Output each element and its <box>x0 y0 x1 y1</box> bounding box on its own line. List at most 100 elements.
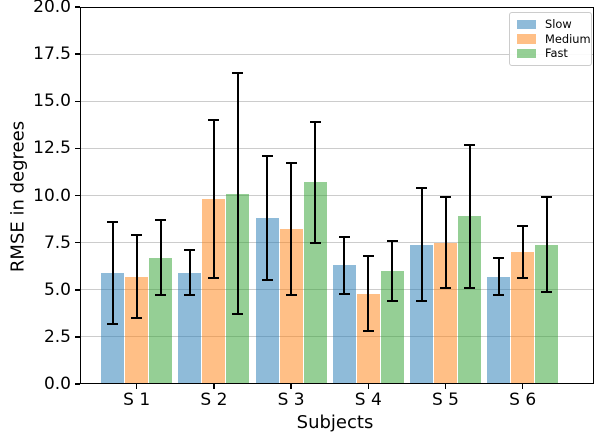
y-tickmark <box>75 383 80 385</box>
y-tickmark <box>75 100 80 102</box>
errorbar-medium-s-6-cap <box>517 277 529 280</box>
legend-item-fast: Fast <box>510 46 591 61</box>
x-tickmark <box>213 384 215 389</box>
errorbar-slow-s-6-cap <box>493 294 505 297</box>
y-tick-label: 0.0 <box>43 374 71 394</box>
x-tickmark <box>444 384 447 389</box>
errorbar-slow-s-4 <box>343 236 346 294</box>
y-tickmark <box>75 194 80 197</box>
errorbar-medium-s-4 <box>367 255 370 332</box>
gridline <box>80 147 594 149</box>
errorbar-fast-s-2-cap <box>232 71 244 74</box>
errorbar-slow-s-4-cap <box>338 235 350 238</box>
errorbar-fast-s-2 <box>236 72 239 315</box>
errorbar-medium-s-1-cap <box>131 234 143 237</box>
x-tick-label: S 3 <box>277 390 305 410</box>
errorbar-fast-s-6-cap <box>541 196 553 199</box>
x-tick-label: S 4 <box>354 390 382 410</box>
x-axis-label: Subjects <box>296 412 374 433</box>
errorbar-medium-s-5-cap <box>440 196 451 199</box>
y-tickmark <box>75 53 80 55</box>
bar-slow-s-6 <box>487 276 511 384</box>
errorbar-slow-s-3 <box>266 155 269 281</box>
errorbar-slow-s-4-cap <box>338 292 350 295</box>
errorbar-slow-s-3-cap <box>261 279 273 282</box>
y-tick-label: 20.0 <box>33 0 71 17</box>
bar-slow-s-5 <box>410 244 433 384</box>
bar-medium-s-6 <box>511 252 535 384</box>
bar-medium-s-3 <box>279 229 303 384</box>
legend-item-slow: Slow <box>510 17 591 32</box>
errorbar-medium-s-6-cap <box>517 224 529 227</box>
errorbar-slow-s-2-cap <box>184 294 196 297</box>
errorbar-slow-s-1-cap <box>107 220 119 223</box>
errorbar-slow-s-5 <box>420 187 423 302</box>
errorbar-medium-s-1 <box>135 235 138 319</box>
legend-swatch-slow-icon <box>517 19 536 30</box>
y-tickmark <box>75 147 80 150</box>
bar-fast-s-1 <box>149 257 173 384</box>
errorbar-medium-s-4-cap <box>362 254 374 257</box>
bar-medium-s-2 <box>202 199 226 384</box>
errorbar-slow-s-1 <box>111 221 114 324</box>
legend-label-medium: Medium <box>545 31 591 46</box>
legend-label-slow: Slow <box>545 17 572 32</box>
bar-medium-s-1 <box>125 276 149 384</box>
errorbar-medium-s-2 <box>212 120 215 279</box>
errorbar-slow-s-2-cap <box>184 249 196 252</box>
x-tickmark <box>521 384 524 389</box>
y-tick-label: 2.5 <box>43 326 71 347</box>
legend-swatch-fast-icon <box>517 48 536 59</box>
y-tickmark <box>75 241 80 244</box>
errorbar-fast-s-1 <box>159 220 162 296</box>
errorbar-medium-s-6 <box>521 225 524 279</box>
x-tick-label: S 6 <box>509 390 537 410</box>
errorbar-fast-s-2-cap <box>232 313 244 316</box>
x-tickmark <box>367 384 370 389</box>
y-tick-label: 17.5 <box>33 44 71 65</box>
errorbar-slow-s-5-cap <box>416 186 427 189</box>
bar-fast-s-5 <box>458 216 481 384</box>
errorbar-fast-s-1-cap <box>155 219 167 221</box>
bar-medium-s-4 <box>356 293 380 384</box>
legend-swatch-medium-icon <box>517 34 536 44</box>
errorbar-medium-s-2-cap <box>208 277 220 280</box>
errorbar-medium-s-4-cap <box>362 330 374 333</box>
bar-fast-s-4 <box>380 270 404 384</box>
gridline <box>80 53 594 55</box>
y-tick-label: 15.0 <box>33 91 71 112</box>
y-tickmark <box>75 336 80 338</box>
errorbar-fast-s-1-cap <box>155 294 167 297</box>
errorbar-fast-s-3 <box>314 121 317 243</box>
errorbar-slow-s-1-cap <box>107 322 119 325</box>
errorbar-medium-s-5-cap <box>440 286 451 289</box>
errorbar-fast-s-4-cap <box>386 239 398 242</box>
bar-fast-s-3 <box>303 182 327 384</box>
errorbar-fast-s-4 <box>391 240 394 302</box>
x-tick-label: S 5 <box>431 390 459 410</box>
y-tickmark <box>75 6 80 8</box>
errorbar-fast-s-3-cap <box>309 120 321 123</box>
legend: Slow Medium Fast <box>509 12 592 66</box>
errorbar-slow-s-6-cap <box>493 256 505 259</box>
errorbar-fast-s-6-cap <box>541 290 553 293</box>
bar-slow-s-3 <box>255 218 279 384</box>
bar-slow-s-4 <box>332 265 356 384</box>
errorbar-slow-s-3-cap <box>261 154 273 157</box>
errorbar-fast-s-6 <box>545 197 548 292</box>
x-tick-label: S 2 <box>200 390 228 410</box>
y-tick-label: 5.0 <box>43 279 71 300</box>
legend-label-fast: Fast <box>545 46 568 61</box>
y-tick-label: 10.0 <box>33 185 71 206</box>
errorbar-medium-s-3-cap <box>285 294 297 297</box>
errorbar-medium-s-5 <box>444 197 447 288</box>
gridline <box>80 242 594 244</box>
bar-fast-s-6 <box>535 244 559 384</box>
errorbar-medium-s-3-cap <box>285 162 297 165</box>
x-tickmark <box>290 384 292 389</box>
gridline <box>80 100 594 102</box>
errorbar-fast-s-4-cap <box>386 300 398 303</box>
errorbar-slow-s-5-cap <box>416 300 427 303</box>
